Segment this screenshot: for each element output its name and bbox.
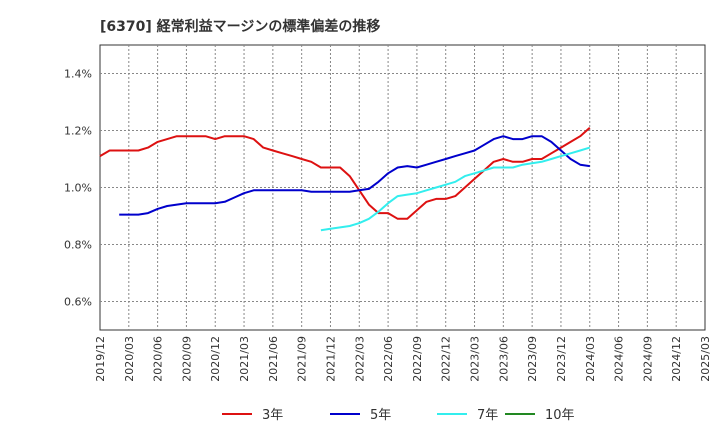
chart-title: [6370] 経常利益マージンの標準偏差の推移 [100,18,380,35]
y-tick-label: 1.4% [64,68,92,81]
legend-label: 5年 [370,408,391,423]
x-tick-label: 2024/03 [584,336,597,382]
x-tick-label: 2021/06 [267,336,280,382]
x-tick-label: 2020/03 [123,336,136,382]
x-axis-labels: 2019/12 2020/03 2020/06 2020/09 2020/12 2021/… [94,336,712,382]
x-tick-label: 2022/03 [353,336,366,382]
x-tick-label: 2021/03 [238,336,251,382]
legend: 3年 5年 7年 10年 [222,408,575,423]
x-tick-label: 2025/03 [699,336,712,382]
x-tick-label: 2023/03 [469,336,482,382]
legend-label: 10年 [545,408,575,423]
series-line [320,146,591,232]
x-tick-label: 2024/12 [670,336,683,382]
series-line [99,126,591,220]
x-tick-label: 2023/09 [526,336,539,382]
legend-label: 3年 [262,408,283,423]
x-tick-label: 2020/06 [152,336,165,382]
legend-label: 7年 [477,408,498,423]
x-tick-label: 2022/09 [411,336,424,382]
x-tick-label: 2023/06 [497,336,510,382]
y-tick-label: 0.8% [64,239,92,252]
grid-lines [100,45,705,330]
series-lines [99,126,591,232]
y-tick-label: 1.2% [64,125,92,138]
plot-area [99,44,706,331]
series-line [119,135,590,216]
y-tick-label: 1.0% [64,182,92,195]
x-tick-label: 2024/06 [613,336,626,382]
y-axis-labels: 0.6% 0.8% 1.0% 1.2% 1.4% [64,68,92,309]
x-tick-label: 2020/12 [209,336,222,382]
x-tick-label: 2020/09 [180,336,193,382]
x-tick-label: 2021/12 [324,336,337,382]
x-tick-label: 2019/12 [94,336,107,382]
x-tick-label: 2022/06 [382,336,395,382]
x-tick-label: 2021/09 [296,336,309,382]
x-tick-label: 2022/12 [440,336,453,382]
x-tick-label: 2023/12 [555,336,568,382]
y-tick-label: 0.6% [64,296,92,309]
x-tick-label: 2024/09 [641,336,654,382]
